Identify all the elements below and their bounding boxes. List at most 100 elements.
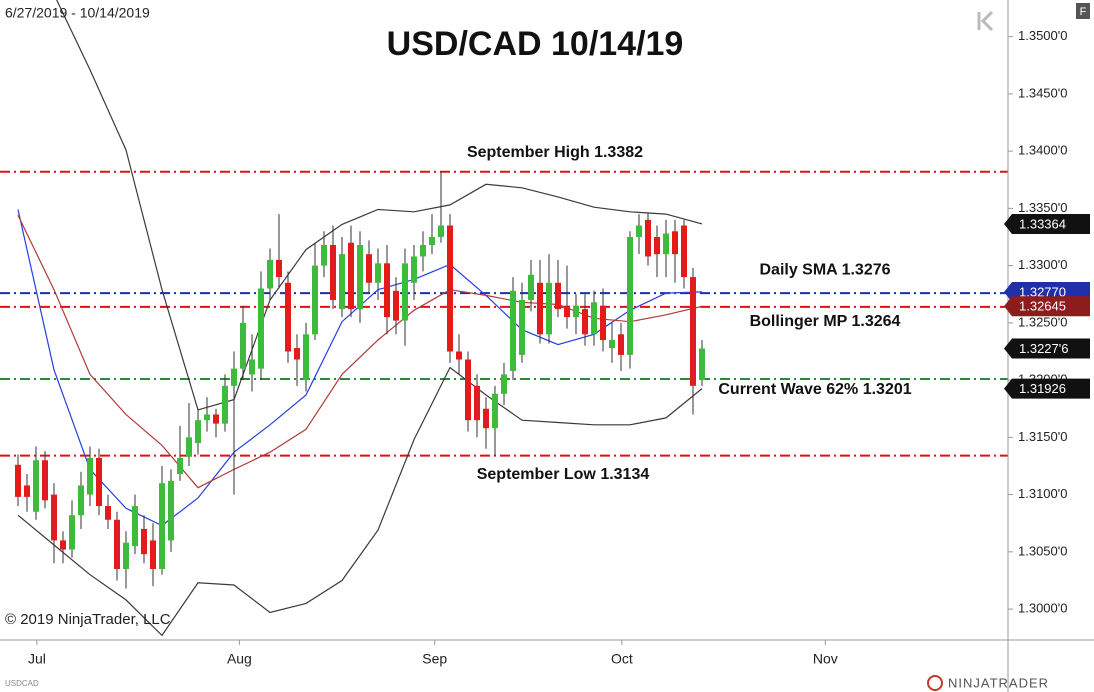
y-tick-label: 1.3100'0 <box>1018 486 1067 501</box>
price-marker <box>1004 213 1090 234</box>
price-marker <box>1004 296 1090 317</box>
level-label: September High 1.3382 <box>467 144 643 161</box>
price-marker <box>1004 338 1090 359</box>
chart-title: USD/CAD 10/14/19 <box>387 25 684 63</box>
candle-body <box>690 277 696 386</box>
candle-body <box>294 348 300 360</box>
candle-body <box>303 334 309 381</box>
copyright: © 2019 NinjaTrader, LLC <box>5 611 171 628</box>
candle-body <box>69 515 75 550</box>
candle-body <box>402 263 408 321</box>
candle-body <box>114 519 120 570</box>
candle-body <box>330 245 336 300</box>
candle-body <box>519 299 525 355</box>
level-label: Bollinger MP 1.3264 <box>750 313 901 330</box>
candle-body <box>429 236 435 246</box>
candle-body <box>474 385 480 421</box>
candle-body <box>528 274 534 300</box>
x-tick-label: Sep <box>422 651 447 667</box>
candle-body <box>411 256 417 283</box>
candle-body <box>681 225 687 278</box>
indicator-line <box>17 366 703 637</box>
candle-body <box>699 348 705 381</box>
y-tick-label: 1.3000'0 <box>1018 601 1067 616</box>
candle-body <box>384 263 390 318</box>
price-marker-label: 1.32645 <box>1019 299 1066 314</box>
candle-body <box>339 254 345 310</box>
price-marker-label: 1.31926 <box>1019 381 1066 396</box>
candle-body <box>420 245 426 257</box>
candle-body <box>609 340 615 349</box>
candle-body <box>258 288 264 369</box>
candle-body <box>357 245 363 310</box>
price-marker-label: 1.32770 <box>1019 284 1066 299</box>
candle-body <box>375 263 381 283</box>
y-tick-label: 1.3050'0 <box>1018 543 1067 558</box>
level-label: Current Wave 62% 1.3201 <box>718 381 911 398</box>
candle-body <box>285 282 291 352</box>
candle-body <box>60 540 66 550</box>
candle-body <box>582 309 588 335</box>
y-tick-label: 1.3350'0 <box>1018 200 1067 215</box>
candle-body <box>555 282 561 310</box>
y-tick-label: 1.3400'0 <box>1018 143 1067 158</box>
level-label: September Low 1.3134 <box>477 466 650 483</box>
candle-body <box>78 485 84 516</box>
candle-body <box>51 494 57 541</box>
candle-body <box>105 506 111 520</box>
candle-body <box>510 290 516 371</box>
candle-body <box>537 282 543 335</box>
y-tick-label: 1.3450'0 <box>1018 85 1067 100</box>
candle-body <box>15 464 21 497</box>
candle-body <box>546 282 552 335</box>
candle-body <box>663 233 669 255</box>
candle-body <box>456 351 462 360</box>
symbol: USDCAD <box>5 679 39 688</box>
candle-body <box>150 540 156 570</box>
button[interactable]: F <box>1080 6 1087 18</box>
candle-body <box>276 259 282 278</box>
scroll-icon[interactable] <box>977 10 994 32</box>
candle-body <box>42 460 48 501</box>
brand-logo <box>927 675 943 691</box>
candle-body <box>600 305 606 341</box>
date-range: 6/27/2019 - 10/14/2019 <box>5 5 150 21</box>
candle-body <box>312 265 318 335</box>
level-label: Daily SMA 1.3276 <box>759 261 890 278</box>
candle-body <box>96 457 102 507</box>
candle-body <box>465 359 471 421</box>
candle-body <box>141 528 147 555</box>
candle-body <box>186 437 192 457</box>
candle-body <box>438 225 444 237</box>
candle-body <box>645 219 651 257</box>
candle-body <box>177 457 183 474</box>
candle-body <box>366 254 372 283</box>
candle-body <box>654 236 660 255</box>
candle-body <box>168 480 174 541</box>
candle-body <box>267 259 273 289</box>
candle-body <box>501 374 507 394</box>
candle-body <box>213 414 219 424</box>
candle-body <box>627 236 633 355</box>
y-tick-label: 1.3250'0 <box>1018 314 1067 329</box>
plot-area <box>0 0 1008 637</box>
candle-body <box>393 290 399 321</box>
candle-body <box>222 385 228 424</box>
candle-body <box>321 245 327 266</box>
brand: NINJATRADER <box>948 675 1049 690</box>
y-tick-label: 1.3300'0 <box>1018 257 1067 272</box>
candle-body <box>87 457 93 495</box>
price-marker <box>1004 378 1090 399</box>
price-marker-label: 1.33364 <box>1019 216 1066 231</box>
button-bg[interactable] <box>1076 3 1090 19</box>
candle-body <box>564 305 570 318</box>
candle-body <box>240 322 246 369</box>
candle-body <box>24 485 30 497</box>
candle-body <box>159 483 165 570</box>
candle-body <box>618 334 624 355</box>
candle-body <box>492 393 498 429</box>
x-tick-label: Nov <box>813 651 838 667</box>
indicator-line <box>56 0 703 411</box>
